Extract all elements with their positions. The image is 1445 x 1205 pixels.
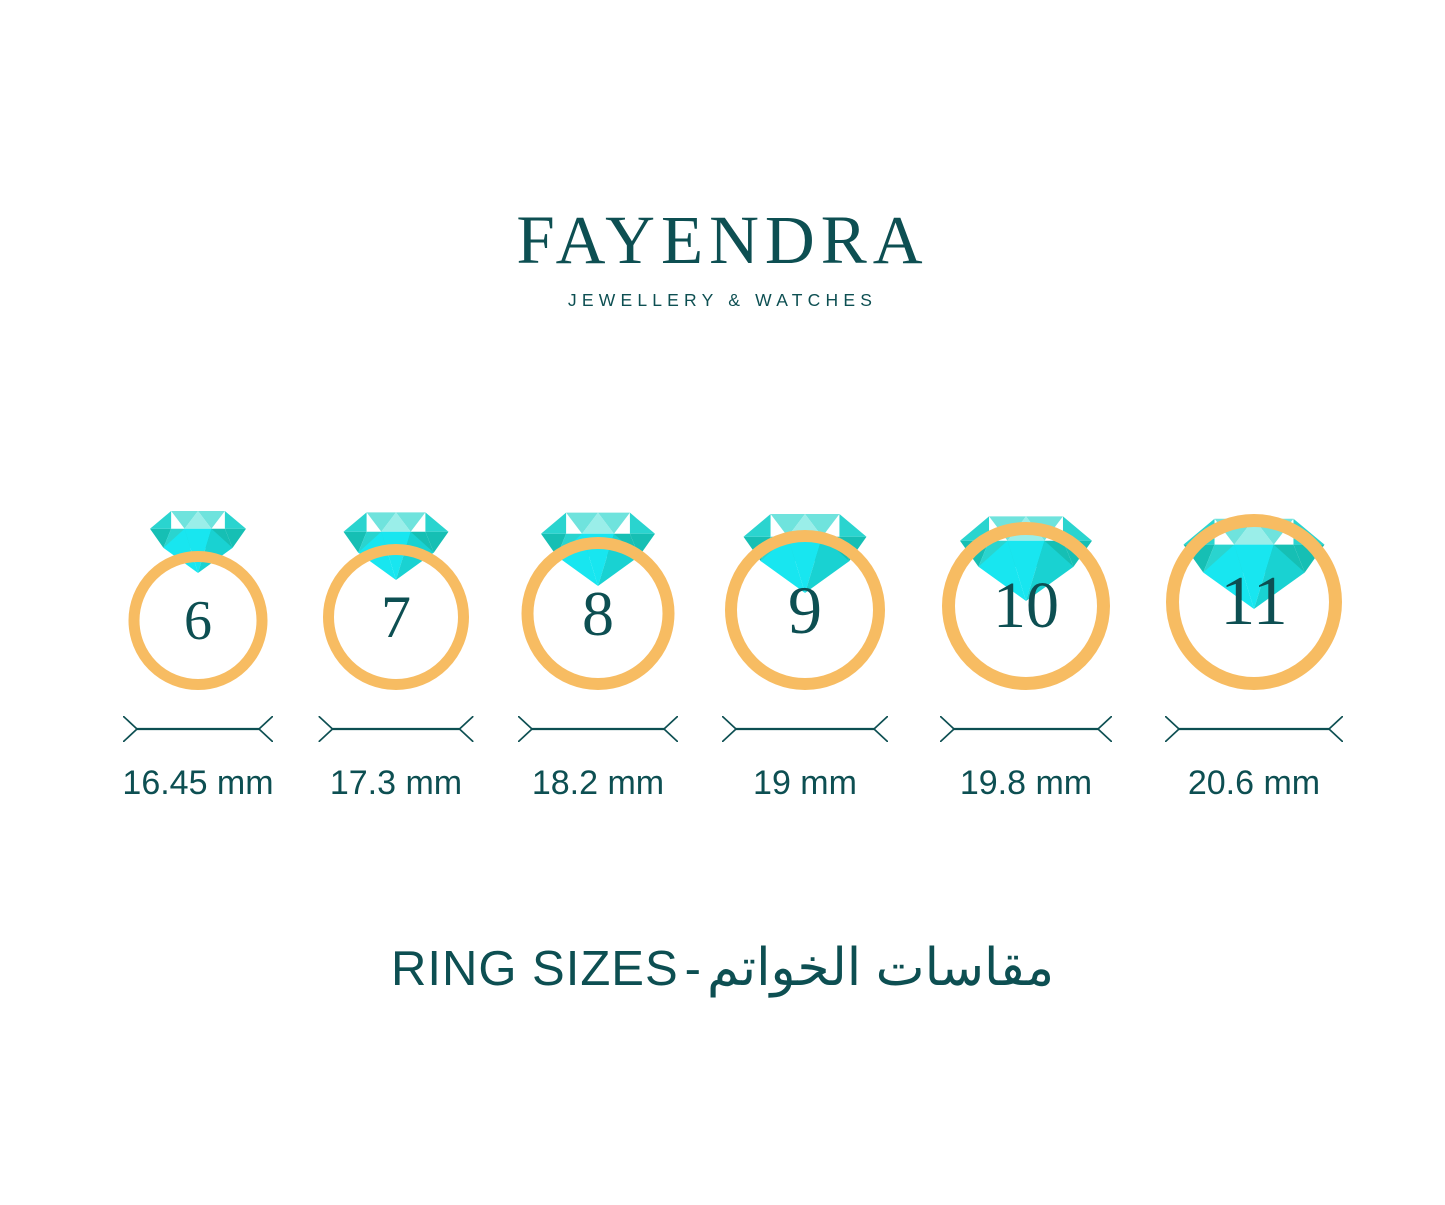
page-title-arabic: مقاسات الخواتم: [706, 939, 1055, 997]
ring-diameter-label: 17.3 mm: [329, 764, 463, 802]
ring-size-item[interactable]: 6 16.45 mm: [88, 440, 308, 820]
brand-tagline: JEWELLERY & WATCHES: [567, 290, 878, 310]
ring-size-item[interactable]: 8 18.2 mm: [488, 440, 708, 820]
dimension-line: [1165, 716, 1343, 742]
page-title: RING SIZES - مقاسات الخواتم: [0, 939, 1445, 997]
ring-diameter-label: 19 mm: [753, 764, 857, 802]
ring-size-item[interactable]: 9 19 mm: [695, 440, 915, 820]
ring-size-number: 9: [788, 572, 822, 648]
page-title-separator: -: [684, 942, 701, 996]
dimension-line: [518, 716, 678, 742]
brand-name: FAYENDRA: [516, 202, 929, 278]
ring-diameter-label: 20.6 mm: [1187, 764, 1321, 802]
ring-band: 11: [1166, 514, 1342, 690]
ring-figure: 11: [1144, 440, 1364, 690]
ring-band: 10: [942, 522, 1110, 690]
ring-size-item[interactable]: 10 19.8 mm: [916, 440, 1136, 820]
page-title-latin: RING SIZES: [390, 942, 679, 996]
ring-size-number: 6: [184, 589, 212, 652]
ring-size-item[interactable]: 11 20.6 mm: [1144, 440, 1364, 820]
ring-figure: 8: [488, 440, 708, 690]
ring-band: 8: [521, 537, 675, 690]
brand-header: FAYENDRA JEWELLERY & WATCHES: [0, 206, 1445, 310]
ring-band: 9: [725, 530, 885, 690]
ring-diameter-label: 19.8 mm: [959, 764, 1093, 802]
ring-size-item[interactable]: 7 17.3 mm: [286, 440, 506, 820]
dimension-line: [318, 716, 474, 742]
ring-size-number: 7: [381, 584, 411, 650]
ring-figure: 6: [88, 440, 308, 690]
ring-size-row: 6 16.45 mm 7 17.3 mm 8 18.2 mm 9 19 mm 10 19.8 mm…: [0, 440, 1445, 820]
ring-diameter-label: 16.45 mm: [122, 764, 274, 802]
dimension-line: [940, 716, 1112, 742]
ring-size-number: 8: [582, 577, 614, 649]
dimension-line: [123, 716, 273, 742]
ring-diameter-label: 18.2 mm: [531, 764, 665, 802]
ring-size-number: 10: [993, 569, 1059, 642]
ring-figure: 9: [695, 440, 915, 690]
ring-size-number: 11: [1220, 563, 1288, 640]
ring-band: 7: [323, 544, 469, 690]
ring-figure: 10: [916, 440, 1136, 690]
dimension-line: [722, 716, 888, 742]
ring-figure: 7: [286, 440, 506, 690]
ring-band: 6: [128, 551, 268, 690]
